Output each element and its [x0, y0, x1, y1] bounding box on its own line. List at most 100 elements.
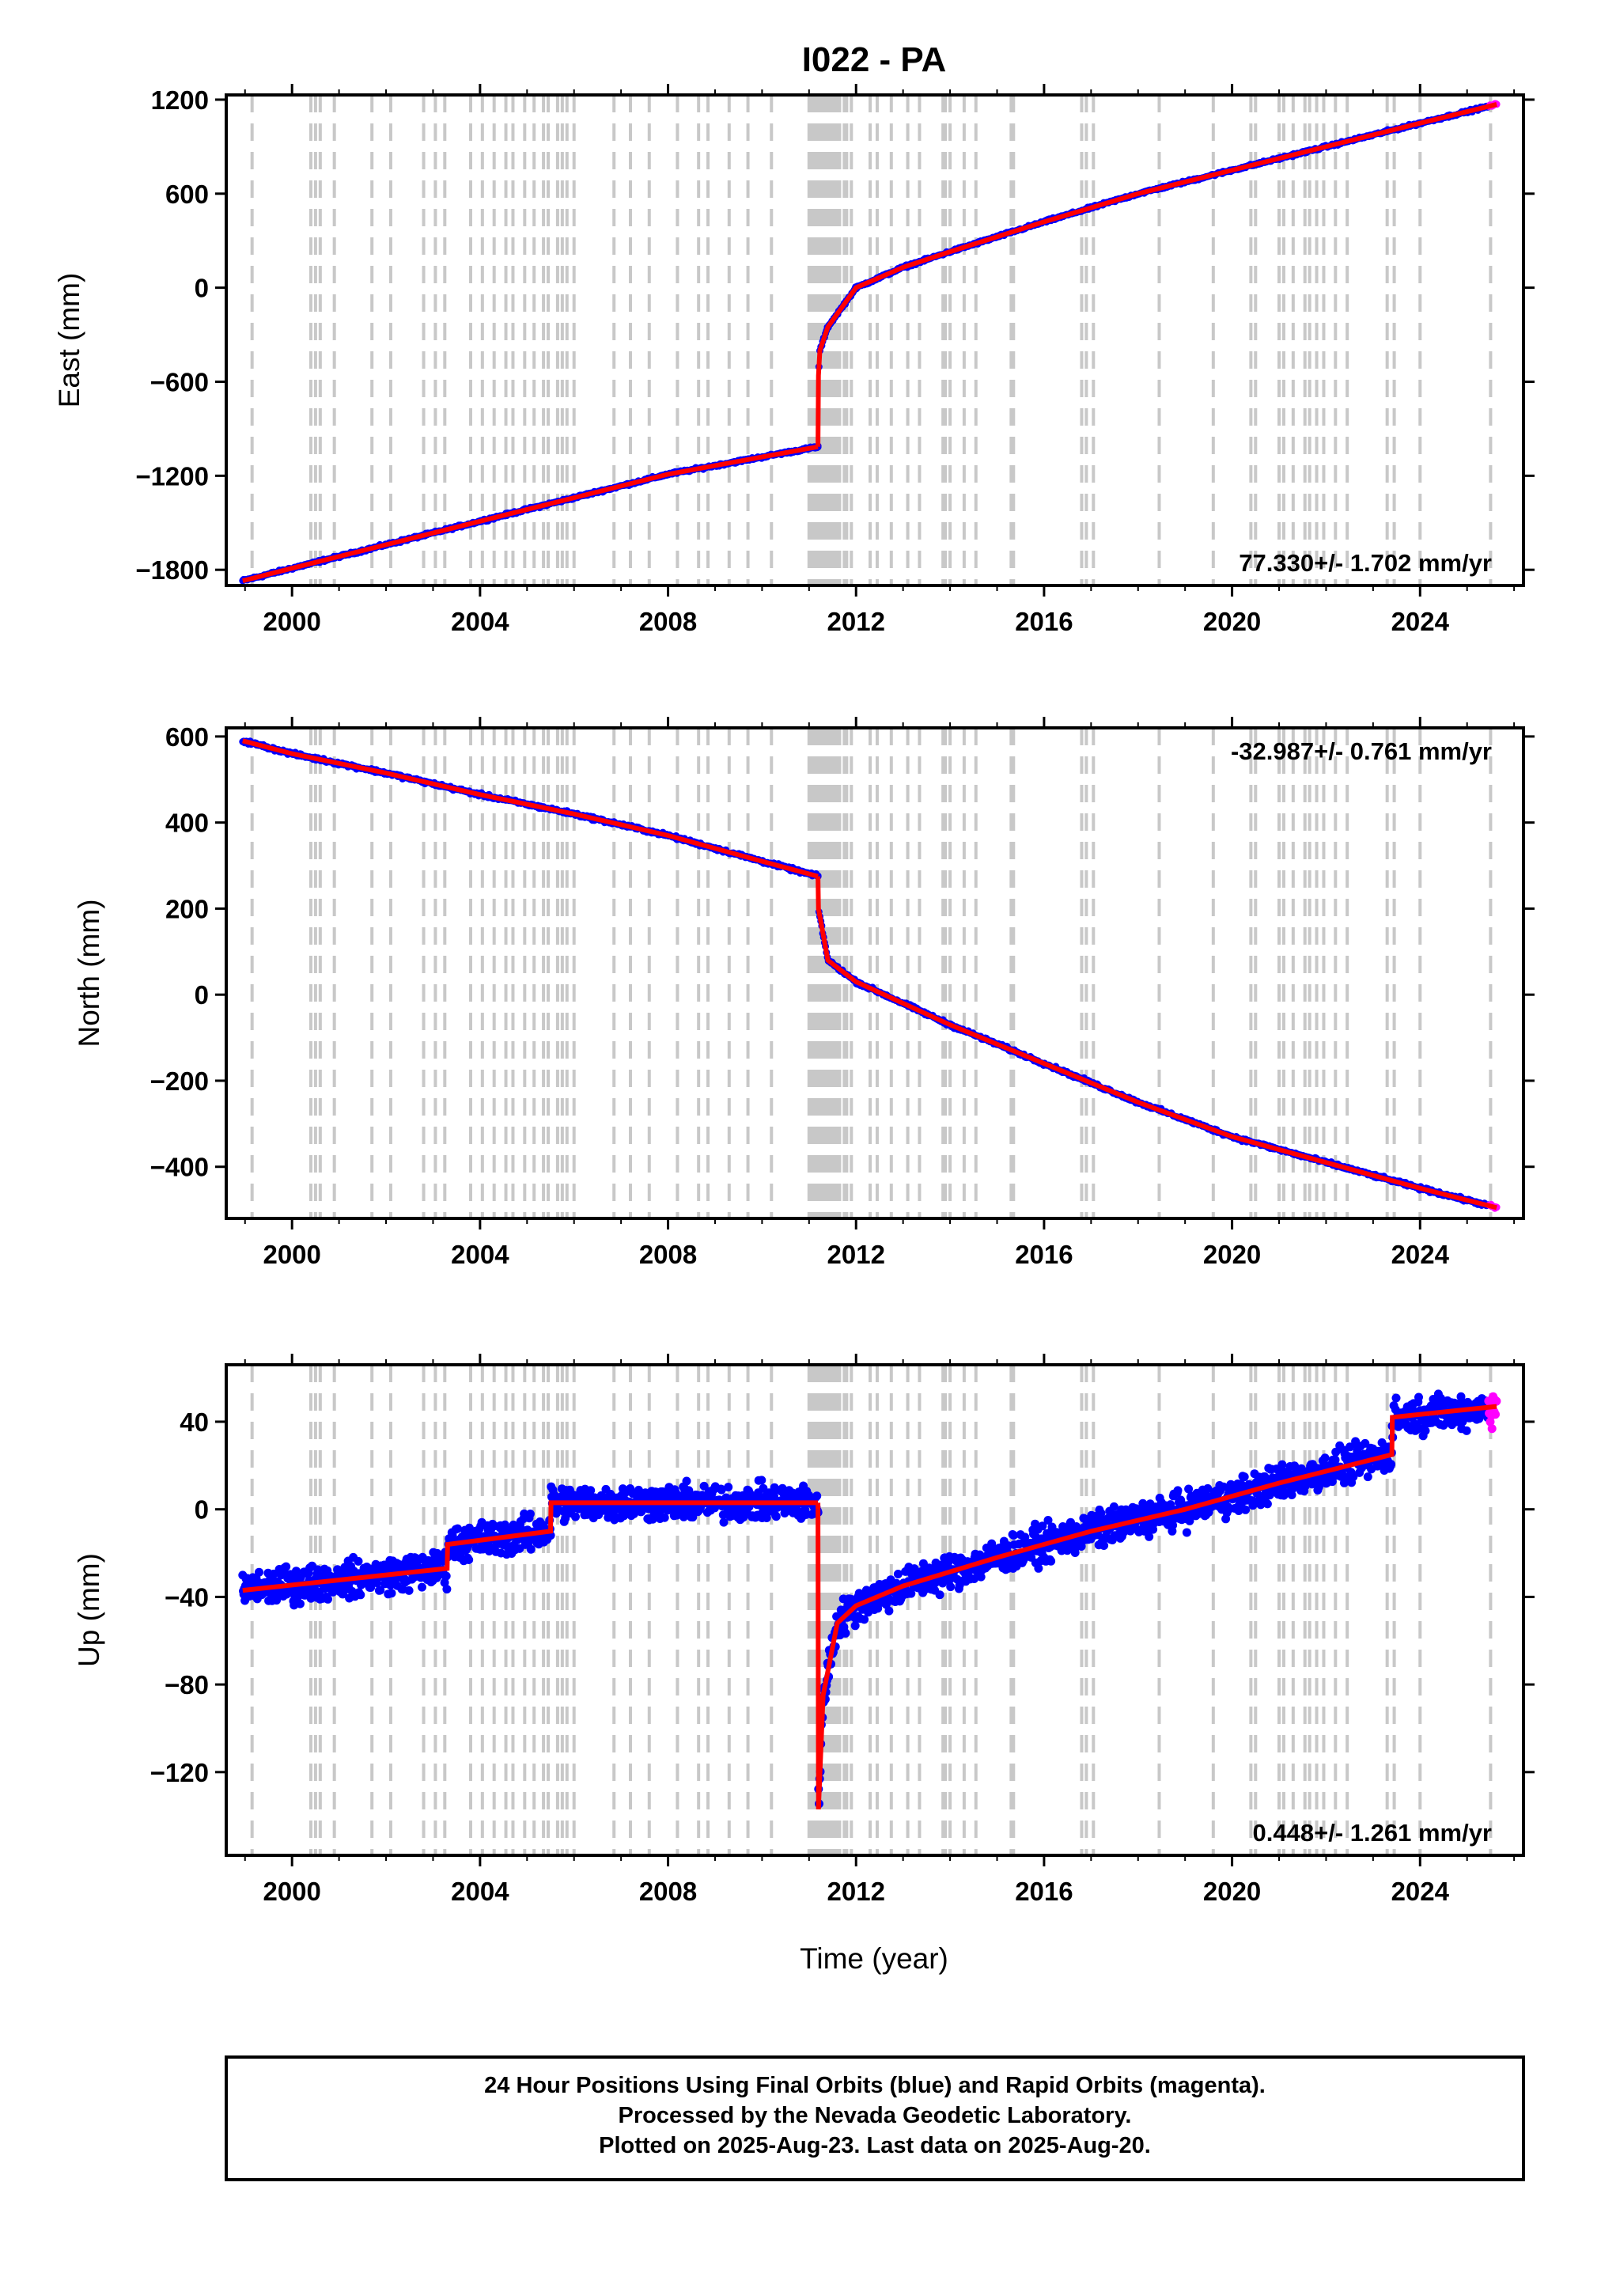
final-point — [1168, 1521, 1178, 1530]
final-point — [757, 1476, 766, 1485]
y-tick-label: 400 — [165, 809, 209, 838]
final-point — [324, 1594, 332, 1604]
final-point — [296, 1599, 305, 1608]
y-tick-label: 600 — [165, 722, 209, 752]
final-point — [404, 1586, 414, 1595]
y-ticks: −400 −200 0 200 400 600 — [150, 722, 1535, 1182]
final-point — [418, 1582, 426, 1592]
final-point — [1034, 1563, 1043, 1573]
x-ticks: 2000 2004 2008 2012 2016 2020 2024 — [244, 717, 1516, 1269]
final-point — [1240, 1472, 1249, 1482]
final-point — [770, 1483, 779, 1492]
panel-east: 2000 2004 2008 2012 2016 2020 2024−1800−1200−6… — [53, 84, 1535, 636]
final-point — [525, 1510, 535, 1518]
data-points — [239, 100, 1501, 585]
final-point — [906, 1589, 916, 1598]
final-point — [893, 1570, 903, 1578]
model-line-1 — [816, 101, 1497, 447]
plot-frame — [225, 93, 1525, 587]
y-tick-label: −400 — [150, 1153, 209, 1182]
x-tick-label: 2004 — [451, 1240, 509, 1269]
plot-frame — [225, 726, 1525, 1220]
x-tick-label: 2024 — [1391, 1240, 1450, 1269]
final-point — [1173, 1486, 1183, 1495]
final-point — [526, 1544, 536, 1554]
final-point — [812, 1491, 822, 1501]
event-lines — [250, 95, 1493, 585]
final-point — [1009, 1531, 1018, 1540]
x-tick-label: 2020 — [1203, 1240, 1261, 1269]
final-point — [1262, 1499, 1272, 1509]
final-point — [313, 1565, 323, 1574]
y-tick-label: −1200 — [135, 461, 209, 491]
final-point — [884, 1606, 894, 1616]
final-point — [1145, 1532, 1154, 1541]
model-lines — [242, 738, 1497, 1211]
rate-label: -32.987+/- 0.761 mm/yr — [1231, 737, 1492, 765]
final-point — [1109, 1502, 1118, 1511]
final-point — [441, 1571, 451, 1581]
final-point — [387, 1589, 396, 1598]
final-point — [762, 1514, 771, 1522]
panel-up: 2000 2004 2008 2012 2016 2020 2024−120−80−4004… — [73, 1354, 1535, 1906]
event-lines — [250, 1365, 1493, 1855]
final-point — [1043, 1516, 1053, 1525]
final-point — [376, 1586, 385, 1595]
x-tick-label: 2016 — [1015, 607, 1073, 636]
x-tick-label: 2024 — [1391, 607, 1450, 636]
final-point — [354, 1556, 363, 1566]
x-ticks: 2000 2004 2008 2012 2016 2020 2024 — [244, 84, 1516, 636]
final-point — [255, 1567, 263, 1577]
final-point — [946, 1582, 956, 1592]
x-tick-label: 2008 — [639, 1240, 697, 1269]
final-point — [1184, 1484, 1194, 1494]
y-tick-label: 0 — [195, 980, 209, 1010]
final-point — [935, 1590, 944, 1600]
final-point — [717, 1485, 726, 1495]
x-tick-label: 2016 — [1015, 1240, 1073, 1269]
rate-label: 77.330+/- 1.702 mm/yr — [1239, 549, 1492, 577]
y-tick-label: −200 — [150, 1067, 209, 1096]
x-tick-label: 2004 — [451, 607, 509, 636]
model-line-0 — [242, 444, 819, 584]
panel-north: 2000 2004 2008 2012 2016 2020 2024 −400 −200 0 200… — [73, 717, 1535, 1269]
final-point — [1100, 1541, 1109, 1550]
final-point — [682, 1476, 691, 1486]
final-point — [356, 1590, 365, 1600]
final-point — [630, 1509, 639, 1518]
y-axis-label: East (mm) — [53, 273, 85, 408]
final-point — [724, 1483, 733, 1492]
final-point — [453, 1524, 462, 1533]
final-point — [1185, 1516, 1194, 1525]
x-tick-label: 2000 — [263, 1240, 320, 1269]
final-point — [660, 1513, 669, 1522]
x-tick-label: 2008 — [639, 607, 697, 636]
y-tick-label: −1800 — [135, 555, 209, 585]
final-point — [1047, 1556, 1056, 1566]
final-point — [841, 1628, 850, 1638]
y-tick-label: 200 — [165, 894, 209, 923]
y-tick-label: 0 — [195, 274, 209, 303]
final-point — [860, 1615, 869, 1624]
y-axis-label: North (mm) — [73, 899, 105, 1047]
final-point — [771, 1512, 781, 1521]
y-tick-label: −600 — [150, 367, 209, 396]
final-point — [1093, 1530, 1103, 1540]
figure-title: I022 - PA — [802, 40, 947, 79]
final-point — [1182, 1528, 1191, 1537]
model-line-1 — [816, 876, 1497, 1211]
y-tick-label: 600 — [165, 180, 209, 209]
x-tick-label: 2012 — [827, 1240, 885, 1269]
x-tick-label: 2020 — [1203, 607, 1261, 636]
model-line-0 — [242, 738, 819, 879]
final-point — [1203, 1483, 1213, 1493]
final-point — [1020, 1533, 1030, 1542]
final-point — [976, 1572, 986, 1582]
final-point — [571, 1512, 580, 1521]
event-lines — [250, 728, 1493, 1218]
final-point — [464, 1555, 474, 1564]
final-point — [649, 1514, 658, 1523]
final-point — [282, 1562, 291, 1571]
